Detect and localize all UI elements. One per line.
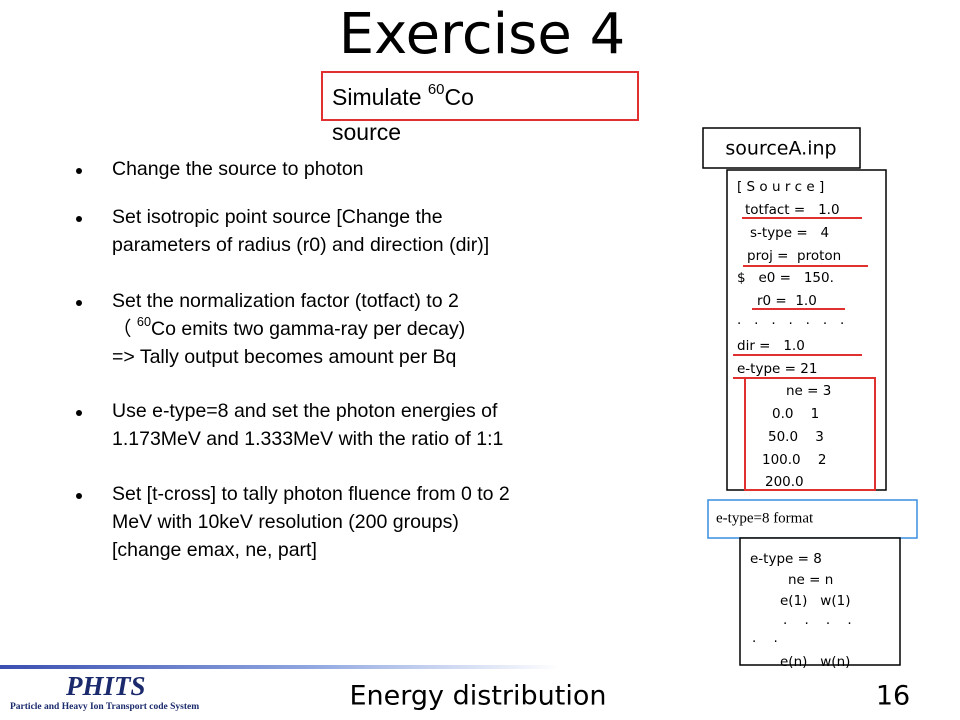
- format-line: . .: [752, 630, 778, 646]
- format-line: e(1) w(1): [780, 593, 850, 609]
- format-label-box: [707, 499, 918, 539]
- text-line: parameters of radius (r0) and direction …: [112, 234, 489, 256]
- text-line: [change emax, ne, part]: [112, 539, 317, 561]
- text-line: （ 60Co emits two gamma-ray per decay): [112, 315, 465, 340]
- code-box: [726, 169, 887, 491]
- text-line: Simulate 60Co: [332, 81, 474, 110]
- format-line: e(n) w(n): [780, 654, 850, 670]
- bullet-dot: [76, 410, 82, 416]
- code-line: totfact = 1.0: [745, 202, 840, 218]
- text-run: => Tally output becomes amount per Bq: [112, 346, 456, 368]
- format-line: . . . .: [783, 612, 852, 628]
- bullet-dot: [76, 300, 82, 306]
- text-run: Change the source to photon: [112, 158, 364, 180]
- text-line: => Tally output becomes amount per Bq: [112, 346, 456, 368]
- text-run: Set [t-cross] to tally photon fluence fr…: [112, 483, 510, 505]
- file-label-box: [702, 127, 861, 169]
- text-run: parameters of radius (r0) and direction …: [112, 234, 489, 256]
- text-line: Set the normalization factor (totfact) t…: [112, 290, 459, 312]
- code-line: ne = 3: [786, 383, 831, 399]
- text-line: MeV with 10keV resolution (200 groups): [112, 511, 459, 533]
- code-line: $ e0 = 150.: [737, 270, 834, 286]
- footer-title: Energy distribution: [350, 681, 607, 712]
- superscript: 60: [428, 81, 445, 98]
- code-line: e-type = 21: [737, 361, 817, 377]
- file-label: sourceA.inp: [725, 138, 836, 160]
- code-line: 100.0 2: [762, 452, 826, 468]
- logo-tagline: Particle and Heavy Ion Transport code Sy…: [10, 702, 199, 712]
- text-run: Set isotropic point source [Change the: [112, 206, 443, 228]
- code-line: r0 = 1.0: [757, 293, 817, 309]
- format-line: e-type = 8: [750, 551, 822, 567]
- text-run: Co: [445, 84, 474, 110]
- text-run: source: [332, 119, 401, 145]
- text-run: Set the normalization factor (totfact) t…: [112, 290, 459, 312]
- code-line: 50.0 3: [768, 429, 824, 445]
- format-line: ne = n: [788, 572, 833, 588]
- title: Exercise 4: [339, 2, 625, 67]
- text-run: MeV with 10keV resolution (200 groups): [112, 511, 459, 533]
- subtitle-box: [321, 71, 639, 121]
- text-run: Simulate: [332, 84, 428, 110]
- text-line: Change the source to photon: [112, 158, 364, 180]
- logo-name: PHITS: [65, 671, 146, 701]
- text-line: Set isotropic point source [Change the: [112, 206, 443, 228]
- code-line: s-type = 4: [750, 225, 829, 241]
- bullet-dot: [76, 493, 82, 499]
- footer-bar: [0, 665, 560, 669]
- format-label: e-type=8 format: [716, 510, 814, 526]
- text-run: 1.173MeV and 1.333MeV with the ratio of …: [112, 428, 503, 450]
- code-line: proj = proton: [747, 248, 841, 264]
- text-run: Co emits two gamma-ray per decay): [151, 318, 465, 340]
- bullet-dot: [76, 216, 82, 222]
- text-run: Use e-type=8 and set the photon energies…: [112, 400, 498, 422]
- code-line: [ S o u r c e ]: [737, 179, 824, 195]
- code-line: . . . . . . .: [737, 312, 844, 328]
- text-line: Set [t-cross] to tally photon fluence fr…: [112, 483, 510, 505]
- code-line: dir = 1.0: [737, 338, 805, 354]
- format-box: [739, 537, 901, 666]
- page-number: 16: [876, 681, 910, 712]
- bullet-dot: [76, 168, 82, 174]
- text-line: 1.173MeV and 1.333MeV with the ratio of …: [112, 428, 503, 450]
- text-run: （: [112, 318, 137, 340]
- text-line: Use e-type=8 and set the photon energies…: [112, 400, 498, 422]
- code-line: 200.0: [765, 474, 804, 490]
- superscript: 60: [137, 315, 151, 329]
- code-line: 0.0 1: [772, 406, 819, 422]
- text-run: [change emax, ne, part]: [112, 539, 317, 561]
- text-line: source: [332, 119, 401, 145]
